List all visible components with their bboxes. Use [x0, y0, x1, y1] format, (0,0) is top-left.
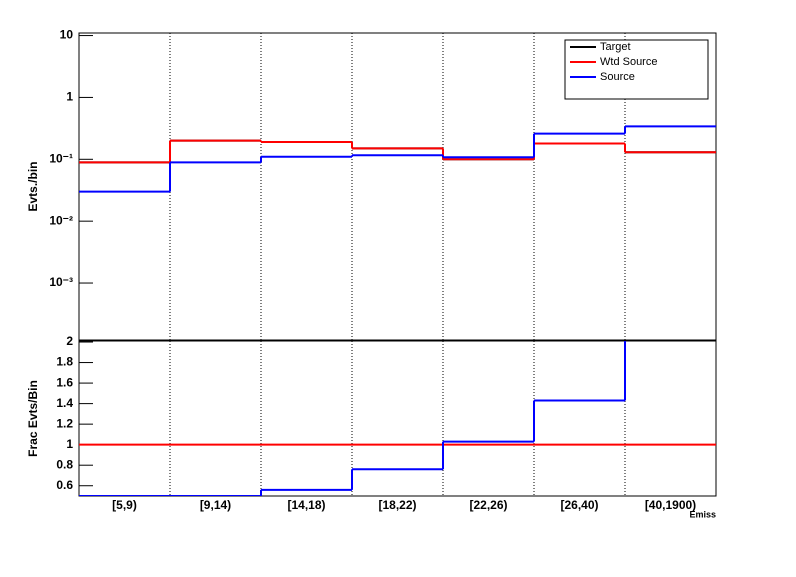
- x-tick-label: [40,1900): [645, 498, 696, 512]
- y-tick-label: 1.8: [56, 355, 73, 369]
- x-tick-label: [14,18): [287, 498, 325, 512]
- y-tick-label: 0.8: [56, 457, 73, 471]
- plot-area: [79, 341, 716, 496]
- plot-frame: [78, 32, 717, 341]
- plot-area: [79, 125, 716, 193]
- x-tick-label: [9,14): [200, 498, 231, 512]
- y-tick-label: 1.4: [56, 396, 73, 410]
- x-tick-label: [5,9): [112, 498, 137, 512]
- y-tick-label: 1.2: [56, 416, 73, 430]
- y-tick-label: 1: [66, 437, 73, 451]
- y-axis-label: Frac Evts/Bin: [26, 380, 40, 457]
- y-tick-label: 10⁻³: [49, 275, 73, 289]
- legend-label: Source: [600, 71, 635, 83]
- legend-box: [564, 39, 709, 100]
- x-tick-label: [22,26): [469, 498, 507, 512]
- y-tick-label: 10⁻²: [49, 213, 73, 227]
- y-tick-label: 2: [66, 334, 73, 348]
- y-axis-label: Evts./bin: [26, 161, 40, 211]
- y-tick-label: 10⁻¹: [49, 151, 73, 165]
- x-axis-label: Emiss: [689, 509, 716, 519]
- legend-label: Wtd Source: [600, 56, 657, 68]
- x-tick-label: [18,22): [378, 498, 416, 512]
- y-tick-label: 1.6: [56, 375, 73, 389]
- legend-label: Target: [600, 41, 631, 53]
- x-tick-label: [26,40): [560, 498, 598, 512]
- y-tick-label: 1: [66, 90, 73, 104]
- plot-frame: [78, 340, 717, 497]
- y-tick-label: 10: [60, 28, 74, 42]
- y-tick-label: 0.6: [56, 478, 73, 492]
